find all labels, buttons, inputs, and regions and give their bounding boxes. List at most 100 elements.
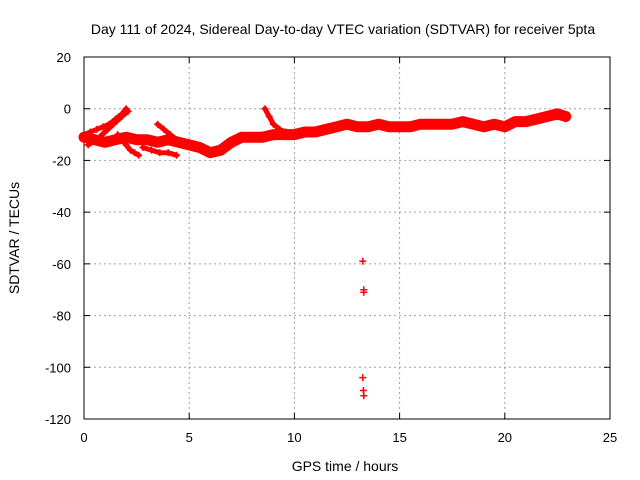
series-band <box>85 108 131 148</box>
data-point <box>164 149 172 157</box>
x-tick-label: 5 <box>186 430 193 445</box>
grid-lines <box>84 57 610 419</box>
data-point <box>343 120 351 128</box>
data-point <box>248 133 256 141</box>
data-marks <box>78 105 572 400</box>
y-tick-label: -120 <box>45 412 71 427</box>
y-tick-label: 0 <box>64 102 71 117</box>
data-point <box>80 131 88 139</box>
plot-frame <box>83 56 611 420</box>
x-tick-label: 15 <box>392 430 406 445</box>
data-point <box>84 141 92 149</box>
data-point <box>185 141 193 149</box>
data-point <box>124 107 132 115</box>
data-point <box>459 118 467 126</box>
data-point <box>99 123 107 131</box>
data-point <box>375 120 383 128</box>
data-point <box>438 120 446 128</box>
data-point <box>93 125 101 133</box>
data-point <box>86 128 94 136</box>
data-point <box>269 120 277 128</box>
data-point <box>501 123 509 131</box>
data-point <box>396 123 404 131</box>
data-point <box>118 136 126 144</box>
y-tick-label: -60 <box>52 257 71 272</box>
data-point <box>360 288 368 296</box>
data-point <box>282 128 290 136</box>
y-tick-label: -100 <box>45 360 71 375</box>
data-point <box>364 123 372 131</box>
y-tick-label: 20 <box>57 50 71 65</box>
data-point <box>532 115 540 123</box>
data-point <box>166 131 174 139</box>
chart-title: Day 111 of 2024, Sidereal Day-to-day VTE… <box>91 21 595 37</box>
data-point <box>269 131 277 139</box>
data-point <box>109 120 117 128</box>
data-point <box>406 123 414 131</box>
series-upper-arc <box>154 120 212 157</box>
data-point <box>122 133 130 141</box>
data-point <box>135 151 143 159</box>
series-hook <box>261 105 296 139</box>
data-point <box>360 392 368 400</box>
data-point <box>359 374 367 382</box>
y-tick-label: -20 <box>52 153 71 168</box>
data-point <box>173 151 181 159</box>
data-point <box>427 120 435 128</box>
series-band <box>78 108 572 159</box>
data-point <box>143 136 151 144</box>
data-point <box>198 146 206 154</box>
data-point <box>112 136 120 144</box>
data-point <box>93 136 101 144</box>
x-tick-label: 20 <box>498 430 512 445</box>
data-point <box>322 125 330 133</box>
data-point <box>118 112 126 120</box>
y-axis-label: SDTVAR / TECUs <box>6 182 22 294</box>
data-point <box>543 112 551 120</box>
data-point <box>259 133 267 141</box>
data-point <box>192 144 200 151</box>
series-drop-arc <box>114 131 143 159</box>
data-point <box>553 110 561 118</box>
data-point <box>179 138 187 146</box>
data-point <box>332 123 340 131</box>
data-point <box>122 141 130 149</box>
data-point <box>562 112 570 120</box>
y-tick-label: -80 <box>52 309 71 324</box>
data-point <box>490 120 498 128</box>
x-tick-label: 10 <box>287 430 301 445</box>
data-point <box>311 128 319 136</box>
data-point <box>261 105 269 113</box>
data-point <box>469 120 477 128</box>
data-point <box>154 138 162 146</box>
data-point <box>417 120 425 128</box>
series-arc-2 <box>84 107 132 149</box>
data-point <box>301 128 309 136</box>
data-point <box>217 146 225 154</box>
data-point <box>160 125 168 133</box>
data-point <box>288 131 296 139</box>
data-point <box>448 120 456 128</box>
data-point <box>114 131 122 139</box>
x-tick-label: 0 <box>80 430 87 445</box>
data-point <box>101 128 109 136</box>
y-tick-label: -40 <box>52 205 71 220</box>
data-point <box>164 136 172 144</box>
data-point <box>204 149 212 157</box>
data-point <box>511 118 519 126</box>
data-point <box>227 138 235 146</box>
data-point <box>156 149 164 157</box>
data-point <box>154 120 162 128</box>
data-point <box>354 123 362 131</box>
data-point <box>480 123 488 131</box>
data-point <box>101 138 109 146</box>
data-point <box>522 118 530 126</box>
x-axis-label: GPS time / hours <box>292 458 399 474</box>
series-isolated <box>359 257 368 400</box>
data-point <box>238 133 246 141</box>
axis-ticks: 0 5 10 15 20 25 20 0 -20 -40 -60 -80 -100 -120 <box>45 50 617 445</box>
series-branch <box>139 144 181 159</box>
data-point <box>276 125 284 133</box>
data-point <box>385 123 393 131</box>
